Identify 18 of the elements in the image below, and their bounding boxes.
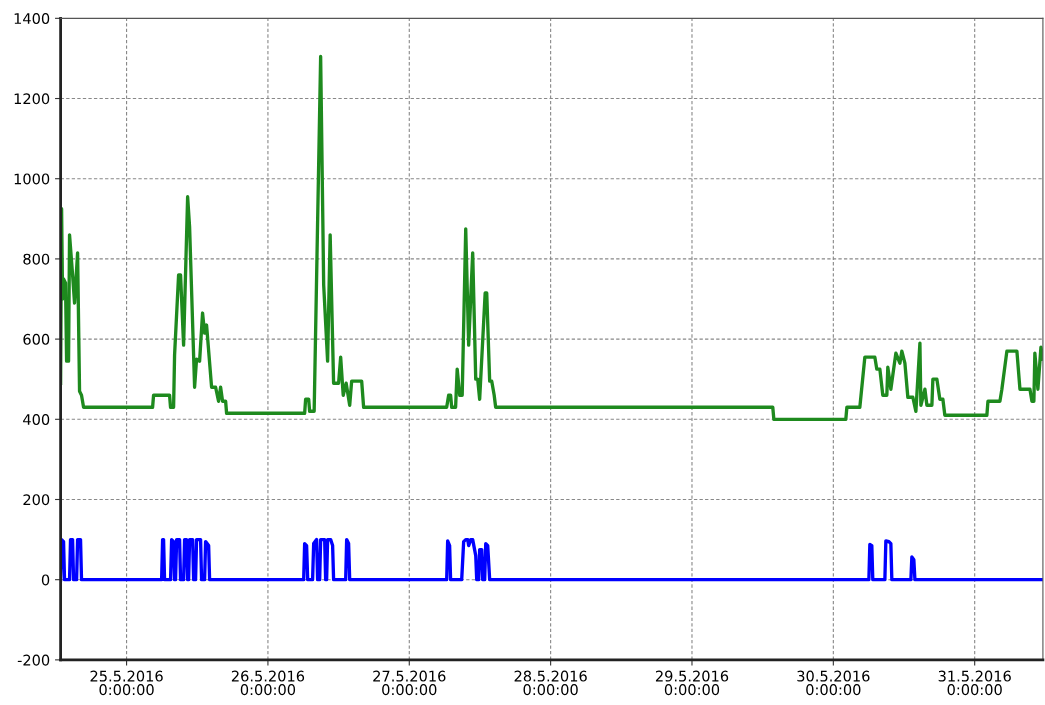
- x-tick-label: 31.5.2016 0:00:00: [938, 670, 1011, 696]
- y-tick-label: 200: [23, 494, 50, 506]
- x-tick-label: 28.5.2016 0:00:00: [514, 670, 587, 696]
- x-tick-label: 30.5.2016 0:00:00: [797, 670, 870, 696]
- x-tick-label: 27.5.2016 0:00:00: [373, 670, 446, 696]
- y-tick-label: 0: [41, 574, 50, 586]
- y-tick-label: 1400: [14, 13, 50, 25]
- x-tick-label: 29.5.2016 0:00:00: [655, 670, 729, 696]
- y-tick-label: 600: [23, 333, 50, 345]
- y-tick-label: 1200: [14, 93, 50, 105]
- y-tick-label: 1000: [14, 173, 50, 185]
- y-tick-label: 400: [23, 414, 50, 426]
- x-tick-label: 26.5.2016 0:00:00: [231, 670, 305, 696]
- line-series: [60, 54, 1043, 421]
- x-tick-label: 25.5.2016 0:00:00: [90, 670, 163, 696]
- y-tick-label: -200: [17, 654, 50, 666]
- line-series: [60, 537, 1043, 582]
- y-tick-label: 800: [23, 253, 50, 265]
